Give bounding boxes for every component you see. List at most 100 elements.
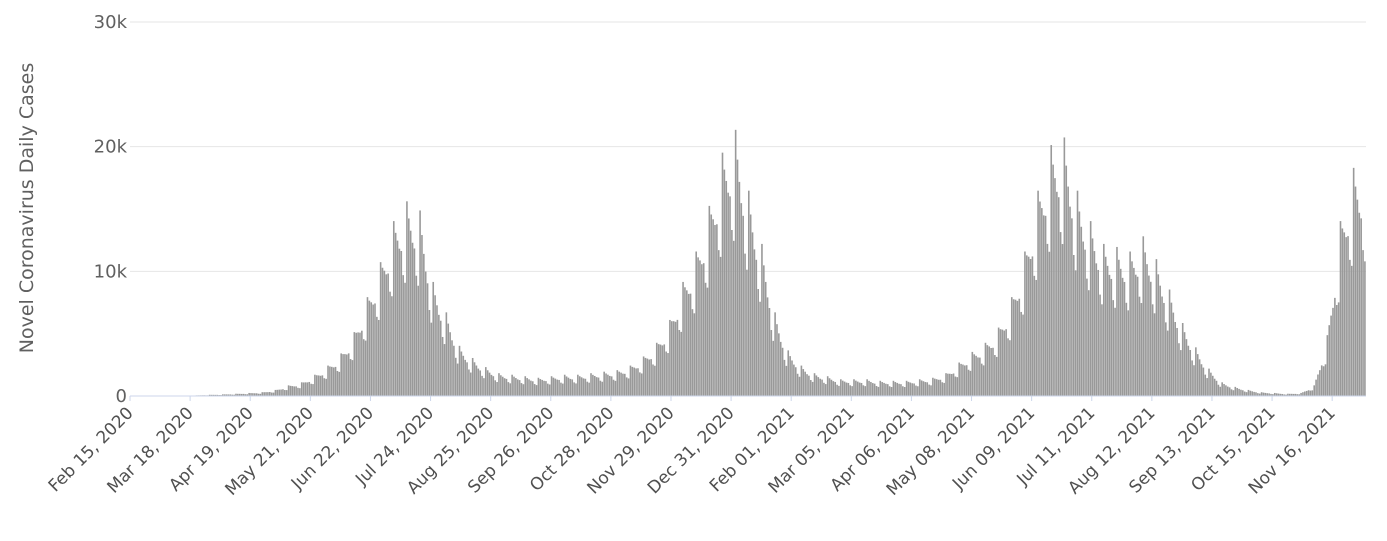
bar <box>843 381 846 396</box>
bar <box>734 129 737 396</box>
bar <box>1339 221 1342 396</box>
bar <box>783 359 786 396</box>
bar <box>740 203 743 396</box>
bar <box>610 376 613 396</box>
bar <box>210 394 213 396</box>
bar <box>800 365 803 396</box>
y-tick-label: 0 <box>116 386 127 407</box>
bar <box>855 380 857 396</box>
bar <box>486 370 489 396</box>
bar <box>1110 278 1113 396</box>
bar <box>1202 367 1205 396</box>
bar <box>411 242 414 396</box>
bar <box>1129 251 1131 396</box>
bar <box>798 376 801 396</box>
bar <box>1287 393 1289 396</box>
bar <box>584 378 587 396</box>
bar <box>548 384 551 396</box>
bar <box>937 379 940 396</box>
bar <box>550 376 553 396</box>
bar <box>419 210 421 396</box>
bar <box>295 386 297 396</box>
bar <box>432 281 435 396</box>
bar <box>1176 327 1178 396</box>
bar <box>749 214 752 396</box>
bar <box>1187 345 1190 396</box>
bar <box>1121 277 1124 396</box>
bar <box>757 289 759 396</box>
bar <box>571 379 574 396</box>
bar <box>984 342 987 396</box>
bar <box>1285 394 1287 396</box>
bar <box>297 387 299 396</box>
bar <box>719 256 722 396</box>
bar <box>330 366 333 396</box>
bar <box>828 378 831 396</box>
bar <box>622 373 624 396</box>
bar <box>1196 354 1199 396</box>
bar <box>1257 393 1259 396</box>
bar <box>406 201 408 396</box>
bar <box>635 368 637 396</box>
bar <box>860 382 863 396</box>
bar <box>625 377 628 396</box>
bar <box>462 355 465 396</box>
y-axis-label: Novel Coronavirus Daily Cases <box>16 63 38 354</box>
bar <box>808 375 810 396</box>
bar <box>1116 246 1118 396</box>
bar <box>932 377 934 396</box>
bar <box>1349 259 1351 396</box>
bar <box>269 392 271 396</box>
bar <box>428 310 431 396</box>
bar <box>911 383 914 396</box>
bar <box>1123 281 1126 396</box>
bar <box>454 357 457 396</box>
bar <box>1007 338 1009 396</box>
bar <box>712 219 714 396</box>
bar <box>652 364 654 396</box>
bar <box>1311 390 1314 396</box>
bar <box>1001 329 1004 396</box>
bar <box>826 376 829 396</box>
bar <box>223 394 226 396</box>
bar <box>1134 274 1137 396</box>
bar <box>1283 394 1285 396</box>
bar <box>505 378 508 396</box>
bar <box>593 375 596 396</box>
bar <box>862 385 865 396</box>
bar <box>1221 382 1223 396</box>
bar <box>528 379 530 396</box>
bar <box>439 320 442 396</box>
bar <box>856 381 859 396</box>
bar <box>475 365 478 396</box>
bar <box>686 290 688 396</box>
bar <box>890 387 893 396</box>
bar <box>473 362 476 396</box>
bar <box>1350 265 1353 396</box>
bar <box>913 383 915 396</box>
bar <box>1042 215 1045 396</box>
bar <box>466 362 468 396</box>
bar <box>1071 218 1073 396</box>
bar <box>376 316 378 396</box>
bar <box>366 297 369 396</box>
bar <box>565 376 568 396</box>
bar <box>1131 261 1133 396</box>
bar <box>599 380 602 396</box>
bar <box>582 378 585 396</box>
bar <box>928 384 930 396</box>
bar <box>997 327 1000 396</box>
bar <box>458 345 461 396</box>
bar <box>748 190 750 396</box>
bar <box>1054 178 1056 396</box>
bar <box>948 373 951 396</box>
bar <box>1119 268 1122 396</box>
bar <box>377 319 380 396</box>
bar <box>404 282 406 396</box>
bar <box>451 340 453 396</box>
bar <box>926 382 929 396</box>
bar <box>631 366 634 396</box>
bar <box>1095 263 1098 396</box>
bar <box>1243 391 1246 396</box>
bar <box>592 374 594 396</box>
